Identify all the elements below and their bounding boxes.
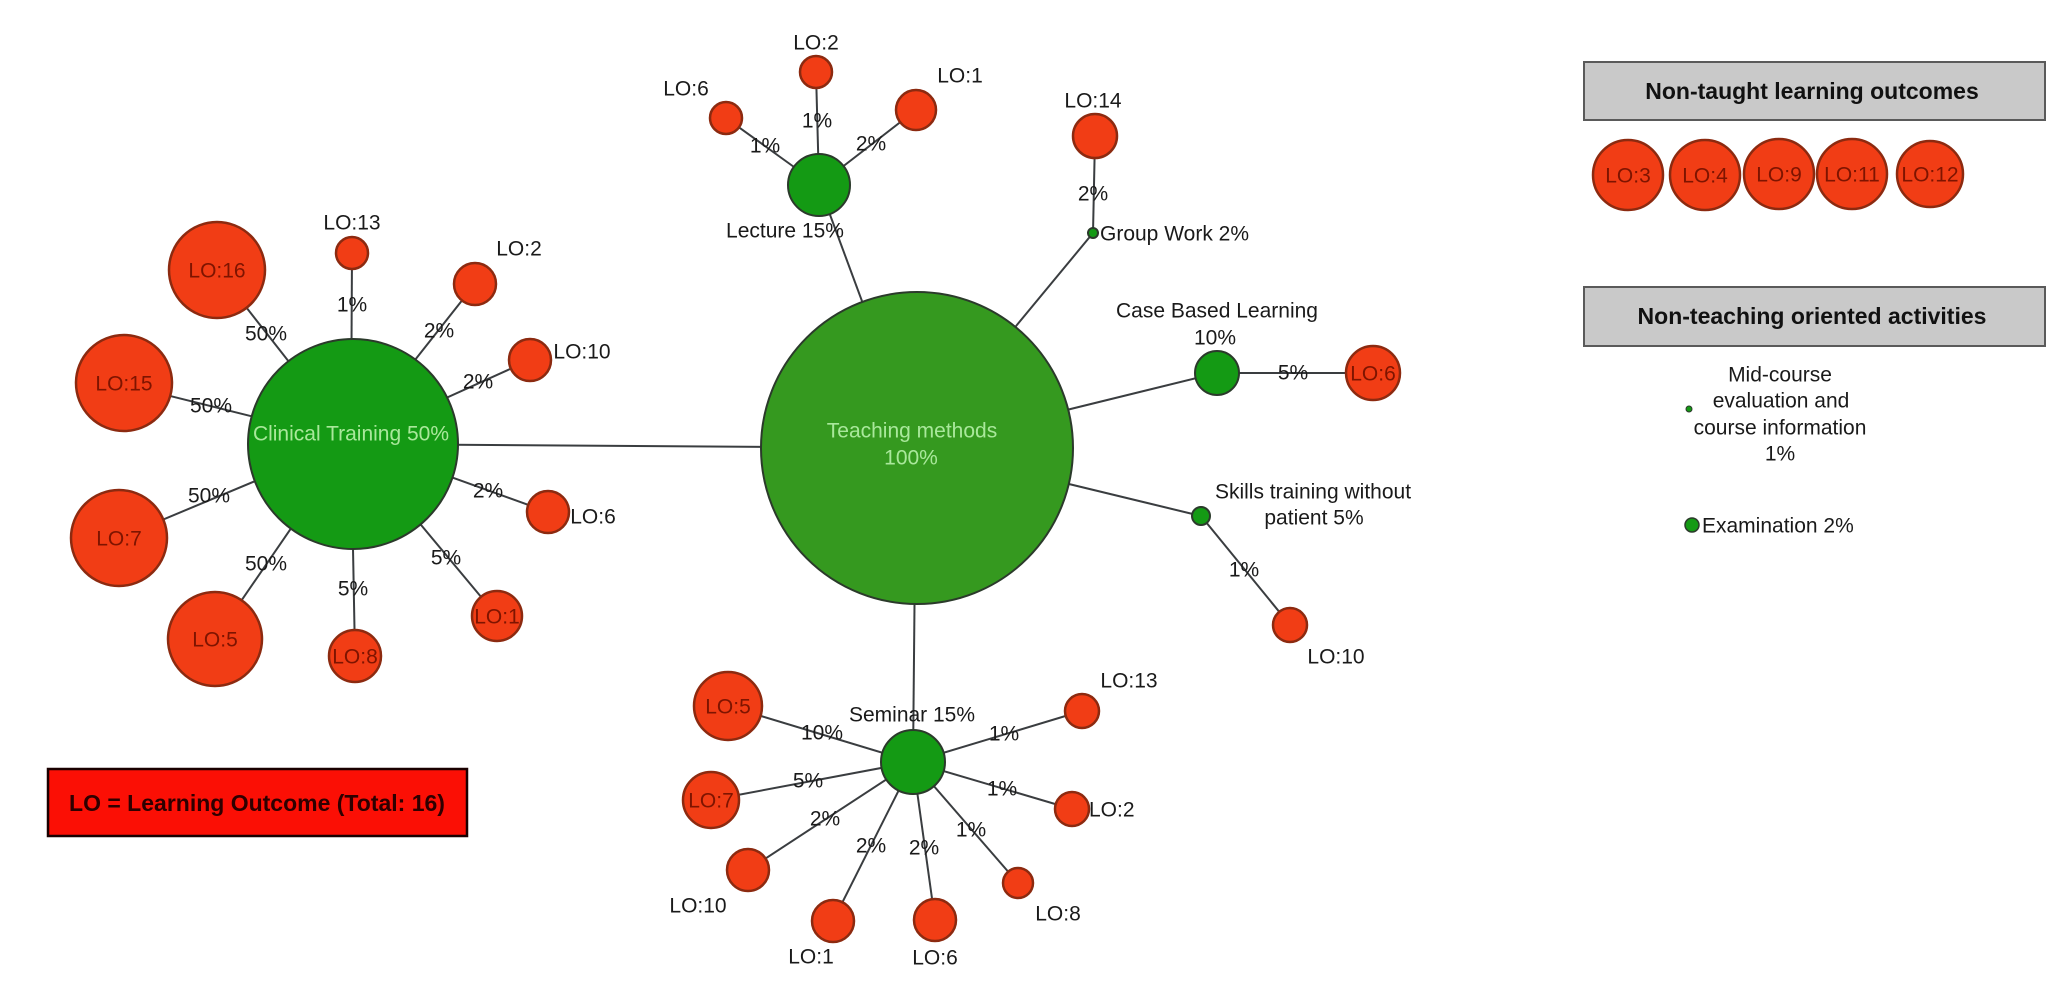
svg-text:patient 5%: patient 5% <box>1264 507 1363 530</box>
svg-text:course information: course information <box>1694 417 1867 440</box>
svg-text:5%: 5% <box>431 547 461 570</box>
svg-text:1%: 1% <box>1229 559 1259 582</box>
svg-text:Case Based Learning: Case Based Learning <box>1116 300 1318 323</box>
svg-text:5%: 5% <box>338 578 368 601</box>
svg-text:LO:5: LO:5 <box>192 629 238 652</box>
svg-text:LO:9: LO:9 <box>1756 164 1802 187</box>
svg-text:Clinical Training 50%: Clinical Training 50% <box>253 423 449 446</box>
svg-text:Group Work 2%: Group Work 2% <box>1100 223 1249 246</box>
svg-text:LO:2: LO:2 <box>793 32 839 55</box>
svg-text:1%: 1% <box>956 819 986 842</box>
svg-text:LO:6: LO:6 <box>663 78 709 101</box>
svg-text:LO:4: LO:4 <box>1682 165 1728 188</box>
svg-text:LO:1: LO:1 <box>788 946 834 969</box>
svg-text:Mid-course: Mid-course <box>1728 364 1832 387</box>
svg-text:LO = Learning Outcome (Total:: LO = Learning Outcome (Total: 16) <box>69 790 445 816</box>
svg-text:10%: 10% <box>1194 327 1236 350</box>
svg-text:2%: 2% <box>909 837 939 860</box>
svg-text:Skills training without: Skills training without <box>1215 481 1411 504</box>
svg-text:LO:1: LO:1 <box>474 606 520 629</box>
svg-text:Non-teaching oriented activiti: Non-teaching oriented activities <box>1638 303 1987 329</box>
svg-text:2%: 2% <box>856 133 886 156</box>
svg-text:Examination 2%: Examination 2% <box>1702 515 1854 538</box>
svg-text:2%: 2% <box>856 835 886 858</box>
svg-text:LO:6: LO:6 <box>570 506 616 529</box>
svg-text:Teaching methods: Teaching methods <box>827 420 997 443</box>
svg-text:LO:8: LO:8 <box>1035 903 1081 926</box>
svg-text:LO:5: LO:5 <box>705 696 751 719</box>
svg-text:Seminar 15%: Seminar 15% <box>849 704 975 727</box>
svg-text:LO:7: LO:7 <box>688 790 734 813</box>
svg-text:LO:13: LO:13 <box>1100 670 1157 693</box>
svg-text:LO:13: LO:13 <box>323 212 380 235</box>
svg-text:LO:15: LO:15 <box>95 373 152 396</box>
svg-text:LO:11: LO:11 <box>1824 164 1880 187</box>
svg-text:LO:7: LO:7 <box>96 528 142 551</box>
svg-text:2%: 2% <box>473 480 503 503</box>
svg-text:1%: 1% <box>337 294 367 317</box>
svg-text:100%: 100% <box>884 447 938 470</box>
svg-text:LO:2: LO:2 <box>1089 799 1135 822</box>
svg-text:5%: 5% <box>1278 362 1308 385</box>
svg-text:1%: 1% <box>802 110 832 133</box>
svg-text:5%: 5% <box>793 770 823 793</box>
svg-text:1%: 1% <box>989 723 1019 746</box>
svg-text:LO:2: LO:2 <box>496 238 542 261</box>
svg-text:1%: 1% <box>987 778 1017 801</box>
svg-text:LO:3: LO:3 <box>1605 165 1651 188</box>
svg-text:50%: 50% <box>190 395 232 418</box>
svg-text:Non-taught learning outcomes: Non-taught learning outcomes <box>1645 78 1979 104</box>
svg-text:LO:16: LO:16 <box>188 260 245 283</box>
svg-text:Lecture 15%: Lecture 15% <box>726 220 844 243</box>
svg-text:2%: 2% <box>1078 183 1108 206</box>
svg-text:evaluation and: evaluation and <box>1713 390 1850 413</box>
svg-text:50%: 50% <box>188 485 230 508</box>
svg-text:LO:6: LO:6 <box>912 947 958 970</box>
svg-text:50%: 50% <box>245 323 287 346</box>
svg-text:1%: 1% <box>750 135 780 158</box>
svg-text:LO:8: LO:8 <box>332 646 378 669</box>
svg-text:2%: 2% <box>424 320 454 343</box>
svg-text:LO:14: LO:14 <box>1064 90 1122 113</box>
svg-text:50%: 50% <box>245 553 287 576</box>
svg-text:2%: 2% <box>810 808 840 831</box>
svg-text:LO:10: LO:10 <box>553 341 610 364</box>
svg-text:LO:12: LO:12 <box>1901 164 1958 187</box>
svg-text:2%: 2% <box>463 371 493 394</box>
svg-text:LO:10: LO:10 <box>1307 646 1364 669</box>
svg-text:LO:10: LO:10 <box>669 895 726 918</box>
svg-text:LO:1: LO:1 <box>937 65 983 88</box>
svg-text:LO:6: LO:6 <box>1350 363 1396 386</box>
svg-text:10%: 10% <box>801 722 843 745</box>
svg-text:1%: 1% <box>1765 443 1795 466</box>
